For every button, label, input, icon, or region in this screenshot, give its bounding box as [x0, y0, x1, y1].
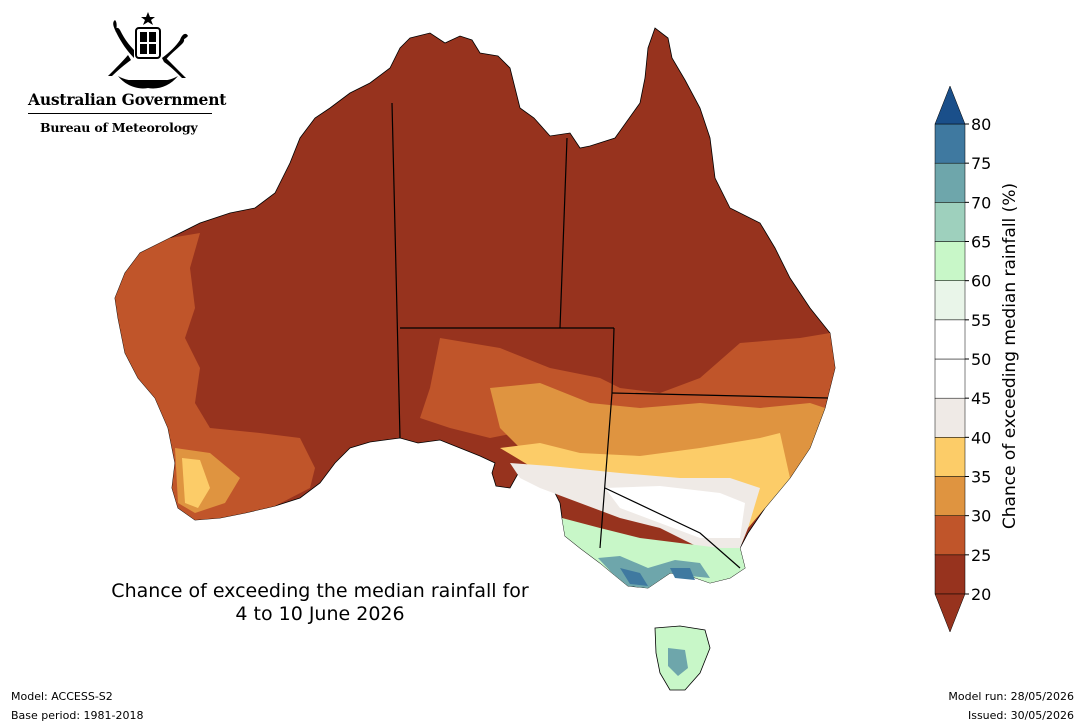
issued-label: Issued: 30/05/2026 [967, 709, 1074, 722]
victoria-teal [598, 556, 710, 588]
legend-swatch [934, 515, 966, 556]
legend-tick-label: 45 [971, 389, 991, 408]
victoria-blue [620, 568, 695, 586]
legend-tick-label: 35 [971, 468, 991, 487]
legend-tick-label: 20 [971, 585, 991, 604]
legend-swatch [934, 554, 966, 595]
bom-logo: Australian Government Bureau of Meteorol… [28, 10, 227, 140]
legend-swatch [934, 397, 966, 438]
footer-right: Model run: 28/05/2026 Issued: 30/05/2026 [948, 687, 1074, 725]
legend-swatch [934, 476, 966, 516]
legend-ticks: 20 25 30 35 40 45 50 55 60 65 70 75 80 [965, 115, 991, 604]
org-name: Australian Government [28, 90, 227, 109]
legend-swatch [934, 319, 966, 360]
map-title: Chance of exceeding the median rainfall … [70, 580, 570, 626]
bureau-name: Bureau of Meteorology [40, 120, 198, 135]
legend-tick-label: 60 [971, 272, 991, 291]
wa-sw-yellow [182, 458, 210, 508]
tasmania-teal [668, 648, 688, 676]
legend-tick-label: 50 [971, 350, 991, 369]
legend-under-arrow [934, 593, 966, 633]
legend-tick-label: 70 [971, 193, 991, 212]
model-label: Model: ACCESS-S2 [11, 690, 113, 703]
model-run-label: Model run: 28/05/2026 [948, 690, 1074, 703]
southeast-white [605, 486, 745, 538]
legend-swatches [934, 85, 966, 633]
legend-swatch [934, 437, 966, 477]
map-title-line2: 4 to 10 June 2026 [235, 603, 405, 625]
base-period-label: Base period: 1981-2018 [11, 709, 144, 722]
australia-rainfall-map [114, 27, 836, 691]
legend-swatch [934, 358, 966, 399]
wa-coast-band [115, 233, 315, 520]
logo-divider [28, 113, 212, 114]
legend-over-arrow [934, 85, 966, 125]
legend-label: Chance of exceeding median rainfall (%) [1000, 183, 1020, 529]
legend-colorbar: 20 25 30 35 40 45 50 55 60 65 70 75 80 Chance of exc… [934, 85, 1020, 633]
legend-tick-label: 55 [971, 311, 991, 330]
legend-tick-label: 30 [971, 507, 991, 526]
legend-tick-label: 65 [971, 233, 991, 252]
legend-tick-label: 75 [971, 154, 991, 173]
legend-tick-label: 80 [971, 115, 991, 134]
legend-swatch [934, 123, 966, 164]
coat-of-arms-icon [108, 12, 188, 89]
legend-swatch [934, 241, 966, 281]
legend-swatch [934, 202, 966, 242]
legend-tick-label: 25 [971, 546, 991, 565]
legend-swatch [934, 162, 966, 203]
legend-swatch [934, 280, 966, 321]
state-borders [391, 102, 829, 569]
legend-tick-label: 40 [971, 428, 991, 447]
footer-left: Model: ACCESS-S2 Base period: 1981-2018 [11, 687, 143, 725]
map-title-line1: Chance of exceeding the median rainfall … [111, 580, 529, 602]
